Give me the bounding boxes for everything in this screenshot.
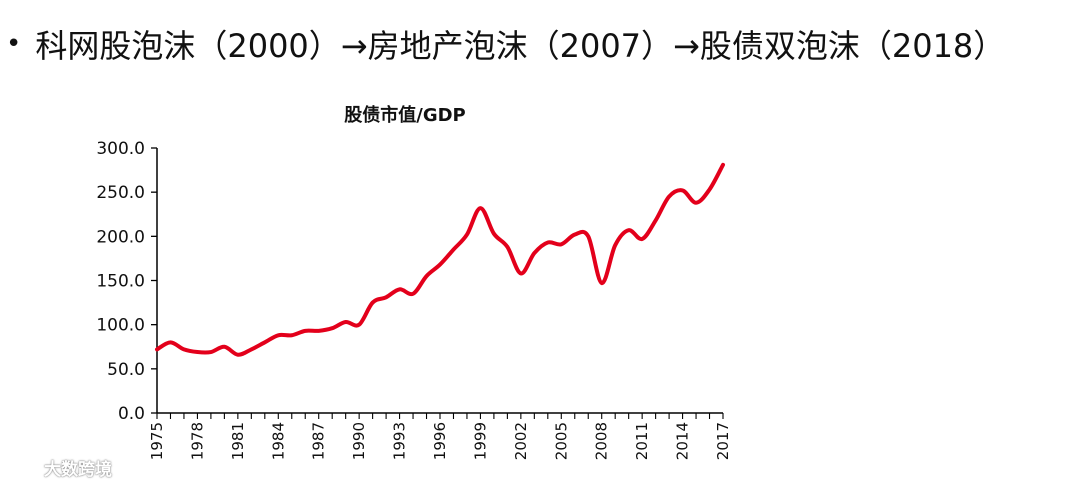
y-tick-label: 300.0 <box>96 139 145 159</box>
x-tick-label: 1981 <box>229 422 247 460</box>
x-tick-label: 1999 <box>471 422 489 460</box>
x-tick-label: 1996 <box>431 422 449 460</box>
x-tick-label: 1987 <box>310 422 328 460</box>
watermark: 大数跨境 <box>8 455 112 480</box>
y-tick-label: 250.0 <box>96 183 145 203</box>
y-tick-label: 0.0 <box>118 404 145 424</box>
bullet-point: • <box>6 29 22 59</box>
x-tick-label: 2002 <box>512 422 530 460</box>
x-tick-label: 1990 <box>350 422 368 460</box>
x-tick-label: 1975 <box>148 422 166 460</box>
x-tick-label: 1993 <box>391 422 409 460</box>
chart-title: 股债市值/GDP <box>343 104 465 126</box>
headline-text: 科网股泡沫（2000）→房地产泡沫（2007）→股债双泡沫（2018） <box>35 27 1006 65</box>
series-layer <box>155 162 725 357</box>
watermark-logo-icon <box>8 459 39 476</box>
series-line <box>155 162 725 357</box>
x-tick-label: 2014 <box>674 422 692 460</box>
y-tick-label: 150.0 <box>96 272 145 292</box>
x-tick-label: 1978 <box>188 422 206 460</box>
chart-axes: 0.0 50.0 100.0 150.0 200.0 250.0 300.0 1975 1978… <box>96 139 732 460</box>
x-tick-label: 2008 <box>593 422 611 460</box>
watermark-text: 大数跨境 <box>44 460 112 480</box>
y-tick-label: 50.0 <box>107 360 145 380</box>
y-tick-label: 200.0 <box>96 227 145 247</box>
x-tick-label: 2017 <box>714 422 732 460</box>
slide-headline: • 科网股泡沫（2000）→房地产泡沫（2007）→股债双泡沫（2018） <box>6 16 1005 72</box>
x-tick-label: 2005 <box>552 422 570 460</box>
x-tick-label: 2011 <box>633 422 651 460</box>
x-tick-label: 1984 <box>269 422 287 460</box>
y-tick-label: 100.0 <box>96 316 145 336</box>
